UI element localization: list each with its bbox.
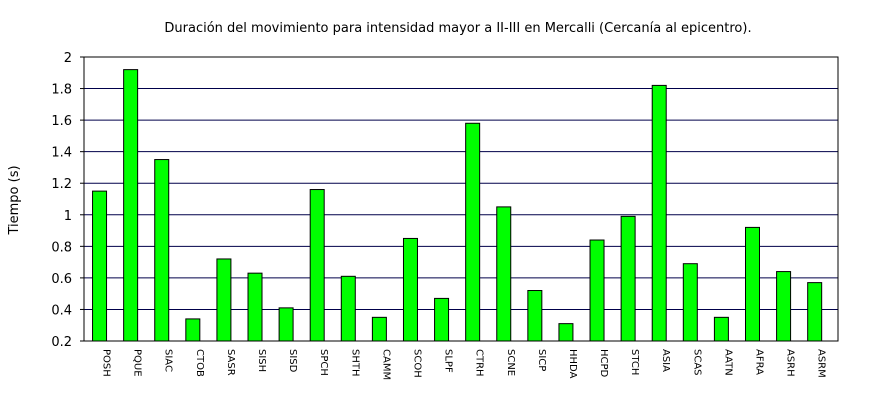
y-tick-label: 1.8 — [51, 83, 72, 98]
x-tick-label: AATN — [722, 349, 733, 376]
bar-camm — [371, 316, 387, 342]
x-tick-label: PQUE — [132, 349, 143, 377]
bar-ctrh — [465, 122, 481, 342]
y-tick-label: 1.2 — [51, 177, 72, 192]
x-tick-label: ASIA — [660, 349, 671, 372]
bar-hhda — [558, 323, 574, 342]
x-tick-label: ASRH — [785, 349, 796, 377]
x-tick-label: SPCH — [318, 349, 329, 376]
x-tick-label: CAMM — [380, 349, 391, 380]
bar-siac — [154, 159, 170, 342]
bar-ctob — [185, 318, 201, 342]
bar-scne — [496, 206, 512, 342]
bar-slpf — [434, 297, 450, 342]
x-tick-label: SASR — [225, 349, 236, 376]
y-tick-label: 0.8 — [51, 240, 72, 255]
bar-sish — [247, 272, 263, 342]
x-tick-labels: POSH PQUE SIAC CTOB SASR SISH SISD SPCH SHTH CAMM… — [101, 349, 827, 380]
y-axis-label: Tiempo (s) — [7, 165, 22, 235]
bar-posh — [92, 190, 108, 342]
x-tick-label: HCPD — [598, 349, 609, 378]
plot-frame — [83, 56, 839, 342]
x-tick-label: CTRH — [474, 349, 485, 377]
bar-pque — [123, 69, 139, 342]
y-tick-label: 1.6 — [51, 114, 72, 129]
x-tick-label: SCAS — [691, 349, 702, 376]
bar-scoh — [402, 237, 418, 342]
bar-sicp — [527, 290, 543, 342]
x-tick-label: HHDA — [567, 349, 578, 379]
x-tick-label: SISH — [256, 349, 267, 372]
x-tick-label: POSH — [101, 349, 112, 377]
x-tick-label: AFRA — [753, 349, 764, 375]
x-tick-label: SIAC — [163, 349, 174, 372]
y-tick-label: 1 — [64, 209, 72, 224]
x-tick-label: SCNE — [505, 349, 516, 376]
x-tick-label: SICP — [536, 349, 547, 371]
bar-asrh — [776, 271, 792, 342]
bar-hcpd — [589, 239, 605, 342]
bar-scas — [682, 263, 698, 342]
bar-asia — [651, 84, 667, 342]
bars — [92, 69, 823, 342]
y-tick-label: 0.4 — [51, 303, 72, 318]
x-tick-label: ASRM — [816, 349, 827, 378]
y-tick-label: 1.4 — [51, 146, 72, 161]
bar-asrm — [807, 282, 823, 342]
x-tick-label: STCH — [629, 349, 640, 375]
y-tick-label: 2 — [64, 51, 72, 66]
x-tick-label: SCOH — [411, 349, 422, 378]
bar-sisd — [278, 307, 294, 342]
x-tick-label: SLPF — [443, 349, 454, 373]
y-tick-labels: 0.2 0.4 0.6 0.8 1 1.2 1.4 1.6 1.8 2 — [51, 51, 84, 350]
chart-title: Duración del movimiento para intensidad … — [164, 21, 751, 36]
bar-shth — [340, 275, 356, 342]
y-tick-label: 0.2 — [51, 335, 72, 350]
x-tick-label: CTOB — [194, 349, 205, 377]
bar-aatn — [713, 316, 729, 342]
bar-spch — [309, 189, 325, 342]
bar-stch — [620, 215, 636, 342]
x-tick-label: SISD — [287, 349, 298, 373]
bar-sasr — [216, 258, 232, 342]
bar-afra — [744, 226, 760, 342]
x-tick-label: SHTH — [349, 349, 360, 377]
y-tick-label: 0.6 — [51, 272, 72, 287]
grid-lines — [84, 88, 838, 310]
